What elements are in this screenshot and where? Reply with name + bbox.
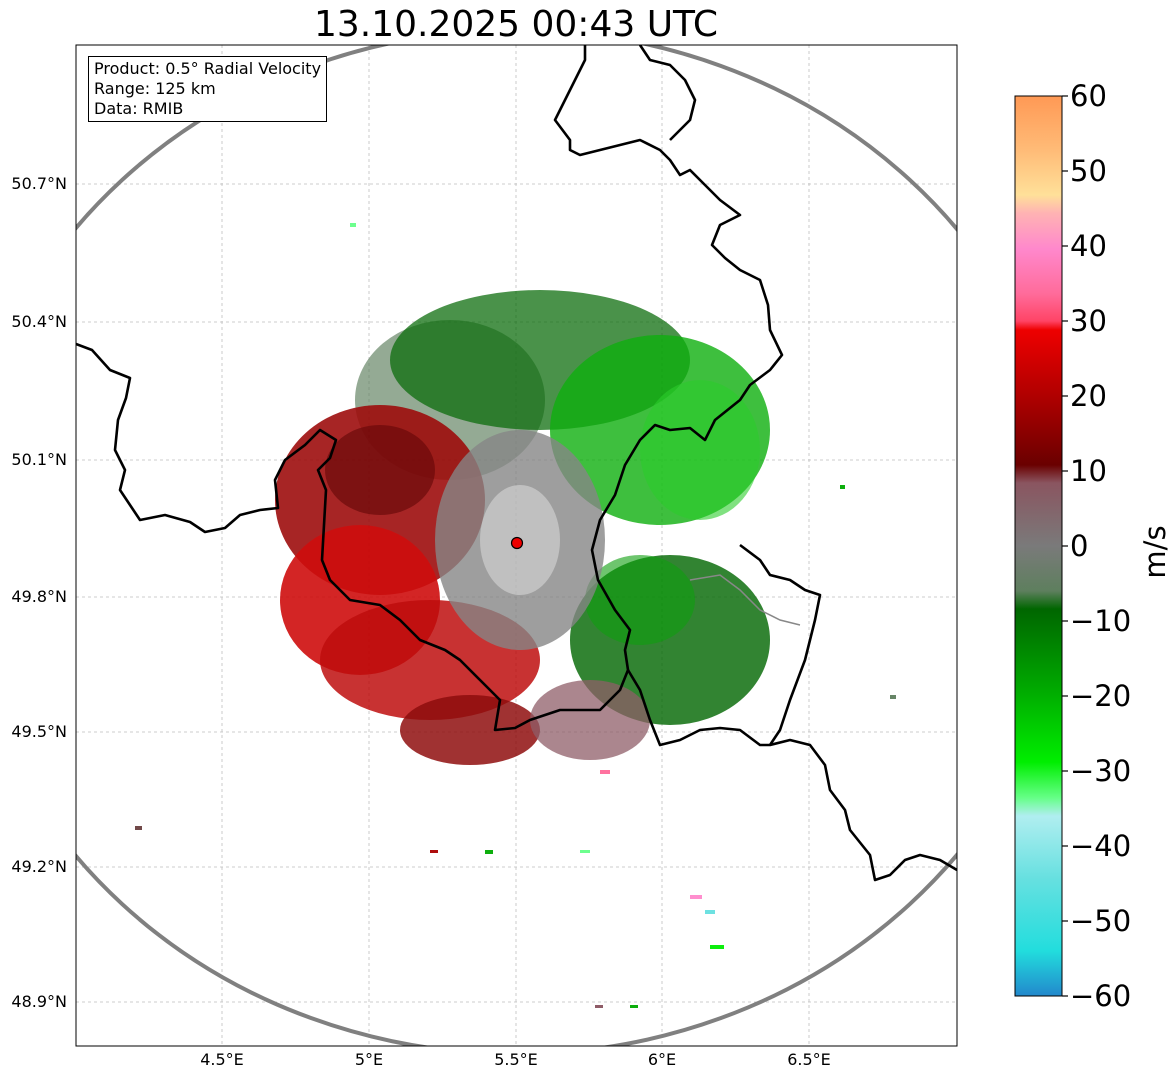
product-info-box: Product: 0.5° Radial Velocity Range: 125… <box>88 56 328 122</box>
lat-label: 50.1°N <box>11 450 67 469</box>
plot-frame <box>75 44 958 1047</box>
range-line: Range: 125 km <box>94 79 216 98</box>
colorbar-gradient <box>1014 95 1063 997</box>
lat-label: 49.8°N <box>11 587 67 606</box>
grand-duchy-internal-border <box>689 574 801 626</box>
colorbar-tick-label: −60 <box>1070 979 1132 1013</box>
colorbar <box>1014 95 1068 997</box>
lon-label: 6°E <box>647 1050 677 1069</box>
colorbar-tick-label: −30 <box>1070 754 1132 788</box>
map-title: 13.10.2025 00:43 UTC <box>313 4 719 45</box>
colorbar-tick-label: −50 <box>1070 904 1132 938</box>
colorbar-tick-label: −20 <box>1070 679 1132 713</box>
lon-label: 6.5°E <box>787 1050 831 1069</box>
lat-label: 50.4°N <box>11 312 67 331</box>
country-borders <box>76 45 957 882</box>
colorbar-tick-label: −10 <box>1070 604 1132 638</box>
colorbar-tick-label: 60 <box>1070 79 1107 113</box>
colorbar-tick-label: 50 <box>1070 154 1107 188</box>
colorbar-tick-label: 30 <box>1070 304 1107 338</box>
lon-label: 5.5°E <box>494 1050 538 1069</box>
colorbar-tick-label: 40 <box>1070 229 1107 263</box>
colorbar-tick-label: 10 <box>1070 454 1107 488</box>
radar-site-marker <box>510 536 524 550</box>
colorbar-tick-label: 20 <box>1070 379 1107 413</box>
data-source-line: Data: RMIB <box>94 99 184 118</box>
lon-label: 4.5°E <box>200 1050 244 1069</box>
velocity-echoes <box>135 223 896 1008</box>
lon-label: 5°E <box>354 1050 384 1069</box>
lat-label: 49.2°N <box>11 857 67 876</box>
colorbar-tick-label: −40 <box>1070 829 1132 863</box>
lat-label: 48.9°N <box>11 992 67 1011</box>
colorbar-unit-label: m/s <box>1138 525 1171 579</box>
product-line: Product: 0.5° Radial Velocity <box>94 59 322 78</box>
lat-label: 50.7°N <box>11 174 67 193</box>
colorbar-ticks <box>1062 95 1068 997</box>
lat-label: 49.5°N <box>11 722 67 741</box>
colorbar-tick-label: 0 <box>1070 529 1089 563</box>
